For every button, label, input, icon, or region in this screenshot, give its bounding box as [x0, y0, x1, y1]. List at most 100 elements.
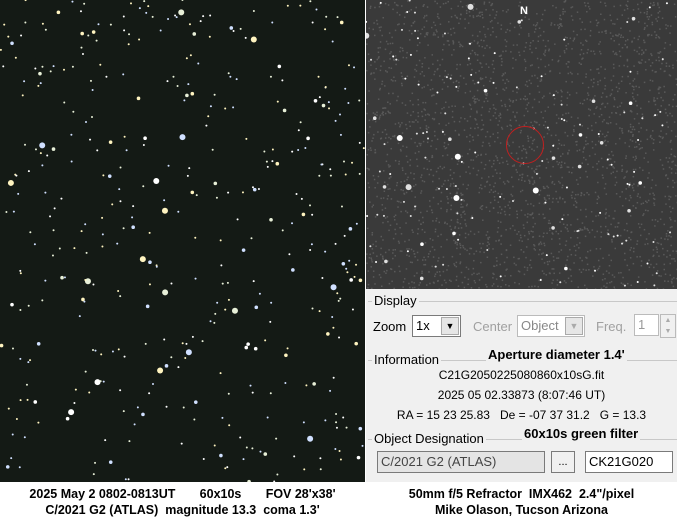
- star: [229, 75, 232, 78]
- star: [91, 30, 96, 34]
- star: [422, 132, 425, 135]
- star: [19, 357, 22, 360]
- star: [654, 114, 657, 117]
- star: [457, 238, 460, 241]
- star: [338, 336, 341, 339]
- star: [11, 433, 14, 436]
- star: [343, 234, 346, 237]
- star: [163, 338, 166, 341]
- star: [342, 160, 345, 163]
- star: [122, 227, 125, 230]
- star: [19, 309, 22, 312]
- star: [563, 38, 566, 41]
- star: [301, 212, 306, 217]
- star: [14, 56, 17, 59]
- star: [142, 144, 145, 147]
- star: [192, 32, 197, 36]
- star: [339, 113, 342, 116]
- star: [552, 94, 555, 97]
- star: [499, 275, 502, 278]
- star: [108, 460, 113, 464]
- star: [85, 251, 88, 254]
- zoom-select[interactable]: 1x ▼: [412, 315, 461, 337]
- star: [413, 11, 416, 14]
- star: [286, 4, 289, 7]
- star: [214, 312, 217, 315]
- star: [339, 458, 342, 461]
- star: [420, 242, 424, 247]
- star: [29, 359, 32, 362]
- star: [231, 307, 238, 314]
- star: [560, 103, 563, 106]
- star: [264, 339, 267, 342]
- star: [34, 67, 37, 70]
- star: [372, 116, 377, 120]
- star: [111, 203, 114, 206]
- star: [194, 277, 197, 280]
- control-panel: Display Zoom 1x ▼ Center Object ▼ Freq. 1 …: [366, 289, 677, 482]
- object-name-field[interactable]: C/2021 G2 (ATLAS): [377, 451, 545, 473]
- star: [291, 268, 295, 272]
- freq-spinner[interactable]: ▲ ▼: [660, 314, 676, 338]
- star: [599, 140, 604, 145]
- star: [326, 332, 330, 336]
- star: [409, 53, 412, 56]
- star: [36, 341, 41, 346]
- star: [179, 134, 186, 141]
- star: [329, 168, 332, 171]
- star: [263, 452, 268, 456]
- star: [101, 216, 104, 219]
- star: [162, 289, 169, 296]
- star: [331, 40, 334, 43]
- star: [252, 187, 257, 192]
- star: [73, 247, 76, 250]
- star: [232, 30, 235, 33]
- star: [338, 450, 341, 453]
- star: [44, 28, 47, 31]
- star: [633, 170, 636, 173]
- star: [355, 222, 358, 225]
- star: [591, 99, 596, 103]
- star: [551, 156, 556, 160]
- browse-button[interactable]: ...: [551, 451, 575, 473]
- star: [56, 10, 61, 15]
- star: [97, 23, 100, 26]
- star: [517, 20, 522, 24]
- star: [52, 65, 55, 68]
- object-code-field[interactable]: CK21G020: [585, 451, 673, 473]
- star: [88, 391, 91, 394]
- star: [370, 58, 373, 61]
- star: [70, 133, 73, 136]
- star: [578, 123, 581, 126]
- star: [208, 35, 211, 38]
- freq-input[interactable]: 1: [634, 314, 659, 336]
- star: [94, 379, 101, 386]
- star: [181, 342, 184, 345]
- star: [445, 76, 448, 79]
- star: [202, 457, 205, 460]
- star: [406, 10, 409, 13]
- star: [245, 446, 248, 449]
- star: [456, 212, 459, 215]
- star: [0, 48, 2, 51]
- star: [616, 234, 619, 237]
- caption-line: 2025 May 2 0802-0813UT 60x10s FOV 28'x38…: [29, 487, 336, 501]
- star: [11, 347, 14, 350]
- star: [24, 21, 27, 24]
- star: [626, 182, 629, 185]
- star: [414, 29, 417, 32]
- star: [281, 79, 284, 82]
- star: [148, 260, 152, 265]
- center-select[interactable]: Object ▼: [517, 315, 585, 337]
- star: [27, 170, 30, 173]
- star: [251, 186, 254, 189]
- star: [205, 124, 208, 127]
- star: [251, 391, 254, 394]
- star: [170, 282, 173, 285]
- star: [170, 356, 173, 359]
- star: [180, 442, 183, 445]
- star: [185, 342, 188, 345]
- star: [70, 160, 73, 163]
- star: [211, 148, 214, 151]
- star: [245, 137, 248, 140]
